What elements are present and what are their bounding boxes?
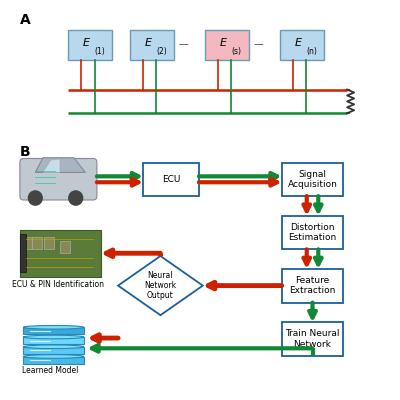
Polygon shape [118,256,203,315]
FancyBboxPatch shape [23,347,84,354]
FancyBboxPatch shape [23,337,84,344]
Text: E: E [294,38,302,48]
Text: A: A [20,13,31,27]
FancyBboxPatch shape [23,327,84,334]
FancyBboxPatch shape [20,230,101,277]
FancyBboxPatch shape [280,30,324,60]
FancyBboxPatch shape [68,30,112,60]
Text: —: — [254,39,264,49]
Text: (s): (s) [232,46,242,56]
FancyBboxPatch shape [143,162,199,196]
FancyBboxPatch shape [282,216,343,249]
Text: Feature
Extraction: Feature Extraction [289,276,336,296]
FancyBboxPatch shape [130,30,174,60]
FancyBboxPatch shape [282,322,343,356]
Circle shape [28,191,42,205]
Ellipse shape [23,335,84,339]
Text: Distortion
Estimation: Distortion Estimation [288,223,337,242]
Text: Neural
Network
Output: Neural Network Output [144,271,176,300]
FancyBboxPatch shape [23,356,84,364]
FancyBboxPatch shape [205,30,249,60]
Ellipse shape [23,345,84,348]
Text: E: E [220,38,226,48]
Text: Train Neural
Network: Train Neural Network [285,329,340,349]
Ellipse shape [23,326,84,329]
Text: (2): (2) [156,46,167,56]
Circle shape [69,191,83,205]
Ellipse shape [23,355,84,358]
FancyBboxPatch shape [282,162,343,196]
Text: ECU: ECU [162,175,180,184]
FancyBboxPatch shape [20,234,26,272]
FancyBboxPatch shape [44,237,54,248]
Text: E: E [83,38,90,48]
FancyBboxPatch shape [22,237,32,248]
FancyBboxPatch shape [20,158,97,200]
FancyBboxPatch shape [32,237,42,248]
FancyBboxPatch shape [60,242,70,253]
Text: Signal
Acquisition: Signal Acquisition [288,170,338,189]
Text: (n): (n) [306,46,317,56]
Text: (1): (1) [94,46,105,56]
Text: ECU & PIN Identification: ECU & PIN Identification [12,280,104,289]
Polygon shape [43,159,60,172]
Text: E: E [144,38,152,48]
FancyBboxPatch shape [282,269,343,302]
Polygon shape [35,158,85,172]
Text: B: B [20,145,30,159]
Text: —: — [179,39,188,49]
Text: Learned Model: Learned Model [22,366,78,376]
